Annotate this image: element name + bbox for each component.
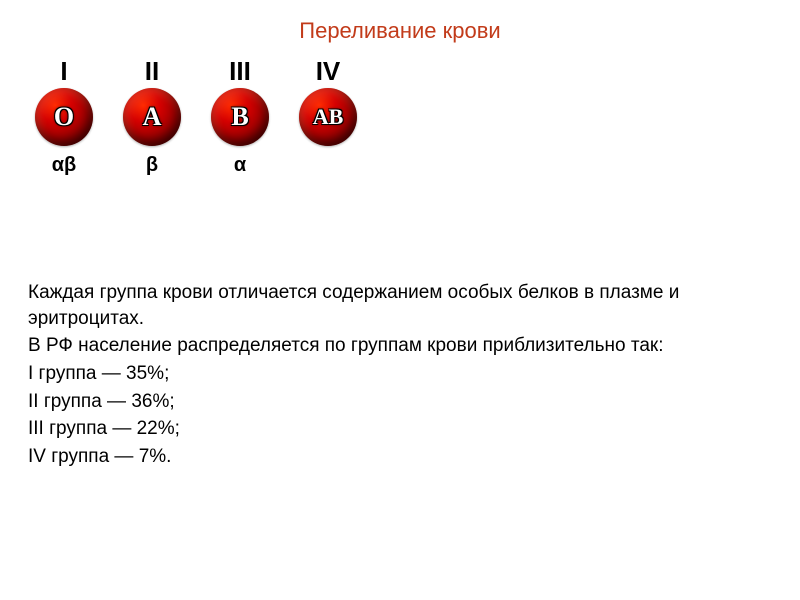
slide: Переливание крови I O αβ II A β III B α … [0, 0, 800, 600]
antibody-label: α [234, 152, 246, 178]
paragraph: В РФ население распределяется по группам… [28, 333, 760, 359]
blood-circle-icon: A [123, 88, 181, 146]
circle-label: AB [313, 104, 344, 130]
group-col-2: II A β [108, 56, 196, 178]
roman-numeral: II [145, 56, 159, 86]
circle-label: A [143, 102, 162, 132]
paragraph: III группа — 22%; [28, 416, 760, 442]
roman-numeral: IV [316, 56, 341, 86]
paragraph: II группа — 36%; [28, 389, 760, 415]
paragraph: Каждая группа крови отличается содержани… [28, 280, 760, 331]
blood-groups-row: I O αβ II A β III B α IV AB [20, 56, 372, 178]
circle-label: B [231, 102, 248, 132]
body-text: Каждая группа крови отличается содержани… [28, 280, 760, 471]
group-col-4: IV AB [284, 56, 372, 178]
slide-title: Переливание крови [0, 18, 800, 44]
paragraph: IV группа — 7%. [28, 444, 760, 470]
antibody-label: αβ [52, 152, 77, 178]
antibody-label: β [146, 152, 158, 178]
roman-numeral: I [60, 56, 67, 86]
group-col-1: I O αβ [20, 56, 108, 178]
blood-circle-icon: AB [299, 88, 357, 146]
roman-numeral: III [229, 56, 251, 86]
blood-circle-icon: B [211, 88, 269, 146]
circle-label: O [54, 102, 74, 132]
paragraph: I группа — 35%; [28, 361, 760, 387]
group-col-3: III B α [196, 56, 284, 178]
blood-circle-icon: O [35, 88, 93, 146]
